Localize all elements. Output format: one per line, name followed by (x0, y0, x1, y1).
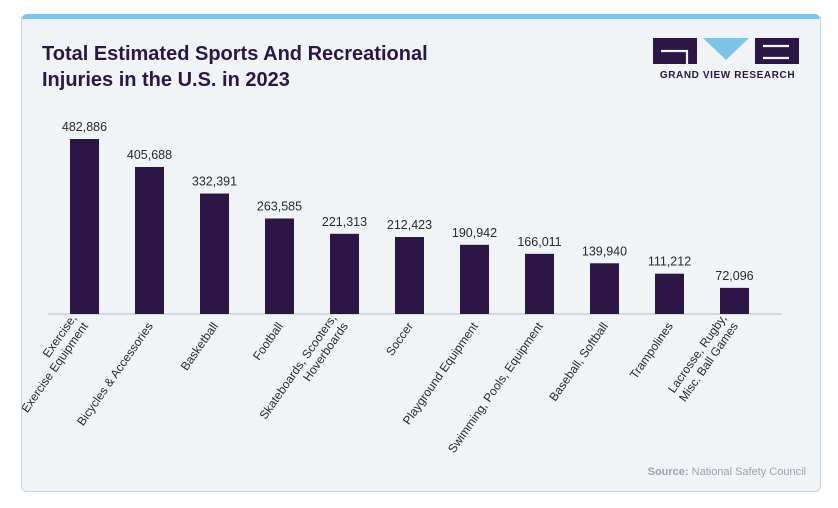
logo-block-right (755, 38, 799, 64)
category-label-line: Baseball, Softball (546, 320, 611, 404)
category-label: Playground Equipment (400, 319, 481, 427)
bar (590, 263, 619, 314)
bar (135, 166, 164, 314)
chart-title-line-1: Total Estimated Sports And Recreational (42, 43, 428, 65)
chart-card: Total Estimated Sports And Recreational … (21, 14, 821, 492)
bar-chart: 482,886 Exercise,Exercise Equipment 405,68… (22, 120, 782, 456)
category-label: Football (250, 320, 286, 363)
data-label: 332,391 (192, 175, 237, 189)
data-label: 72,096 (715, 269, 753, 283)
bar (460, 244, 489, 314)
bar (395, 237, 424, 314)
logo-left-stroke (661, 49, 689, 64)
category-label: Trampolines (627, 320, 676, 382)
logo-text: GRAND VIEW RESEARCH (659, 70, 796, 81)
category-label-line: Football (250, 320, 286, 363)
bar (525, 253, 554, 314)
category-label-line: Bicycles & Accessories (74, 320, 156, 429)
category-label: Basketball (178, 320, 221, 373)
logo-mark-icon (653, 38, 799, 64)
source-label: Source: (647, 466, 689, 478)
bar (265, 218, 294, 314)
category-label: Lacrosse, Rugby,Misc. Ball Games (664, 312, 740, 405)
source-note: Source: National Safety Council (648, 466, 806, 478)
data-label: 190,942 (452, 226, 497, 240)
category-label-line: Trampolines (627, 320, 676, 382)
bar (330, 233, 359, 314)
data-label: 166,011 (517, 235, 561, 249)
logo-right-stroke (763, 44, 789, 60)
category-label: Soccer (383, 320, 416, 359)
data-label: 111,212 (648, 255, 691, 269)
source-text: National Safety Council (691, 466, 806, 478)
chart-title-line-2: Injuries in the U.S. in 2023 (42, 69, 290, 91)
category-label-line: Basketball (178, 320, 221, 373)
category-label: Baseball, Softball (546, 320, 611, 404)
logo-triangle (703, 38, 749, 60)
data-label: 221,313 (322, 215, 367, 229)
bar (200, 193, 229, 314)
bar (70, 139, 99, 314)
data-label: 212,423 (387, 218, 432, 232)
grand-view-research-logo: GRAND VIEW RESEARCH (640, 38, 810, 88)
category-label: Exercise,Exercise Equipment (22, 311, 91, 415)
accent-top-bar (22, 14, 820, 19)
bar (720, 287, 749, 314)
data-label: 139,940 (582, 244, 627, 258)
chart-title: Total Estimated Sports And Recreational … (42, 41, 562, 93)
category-label-line: Playground Equipment (400, 319, 481, 427)
data-label: 482,886 (62, 120, 107, 134)
data-label: 263,585 (257, 199, 302, 213)
category-label: Bicycles & Accessories (74, 320, 156, 429)
category-label-line: Soccer (383, 320, 416, 359)
data-label: 405,688 (127, 148, 172, 162)
bar (655, 273, 684, 314)
